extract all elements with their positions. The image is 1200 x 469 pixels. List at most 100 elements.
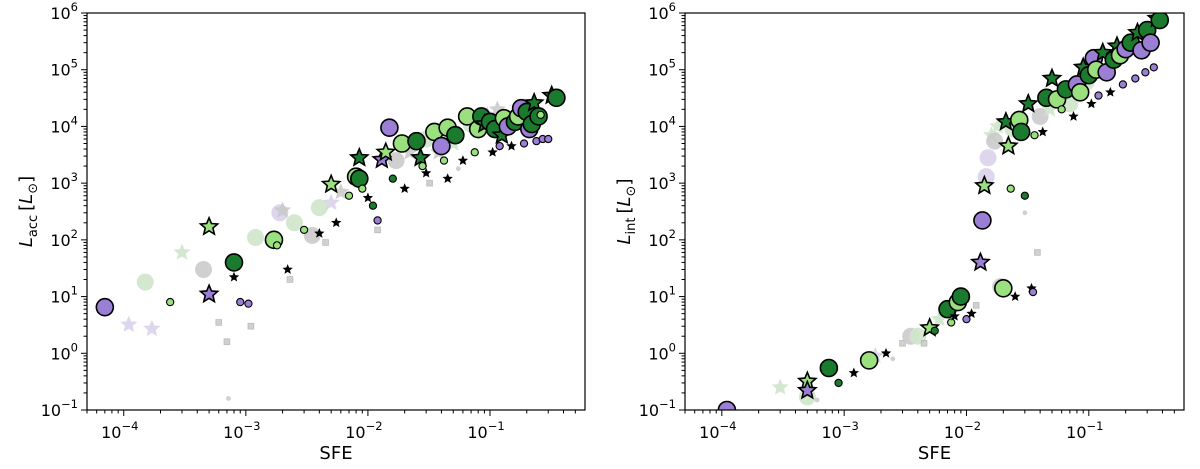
circle-marker	[358, 184, 367, 193]
circle-marker	[962, 314, 971, 324]
star-marker	[173, 243, 191, 260]
x-tick-label: 10−3	[821, 419, 858, 442]
x-tick-label: 10−2	[345, 419, 382, 442]
square-marker	[1034, 249, 1041, 256]
right-panel-lint: 10−4 10−3 10−2 10−1 10−1 100 101 102 103 104 105 10…	[614, 0, 1185, 464]
circle-marker	[439, 156, 449, 165]
y-tick-label: 10−1	[41, 397, 78, 420]
y-tick-label: 102	[648, 227, 676, 250]
circle-marker	[95, 297, 115, 317]
circle-marker	[236, 297, 245, 307]
circle-marker	[344, 191, 354, 200]
y-tick-label: 105	[648, 57, 676, 80]
circle-marker	[519, 139, 529, 148]
y-tick-label: 10−1	[639, 397, 676, 420]
plot-frame	[684, 12, 1185, 411]
circle-marker	[834, 378, 843, 388]
square-marker	[920, 340, 928, 347]
circle-marker	[455, 166, 461, 172]
circle-marker	[136, 273, 154, 291]
circle-marker	[373, 216, 382, 225]
circle-marker	[224, 253, 244, 272]
circle-marker	[1028, 287, 1038, 297]
circle-marker	[1057, 105, 1066, 114]
circle-marker	[194, 261, 212, 279]
circle-marker	[470, 148, 479, 157]
circle-marker	[388, 174, 397, 183]
star-marker	[420, 167, 432, 178]
circle-marker	[272, 241, 282, 250]
circle-marker	[380, 118, 399, 137]
star-marker	[1017, 92, 1039, 113]
circle-marker	[407, 131, 426, 151]
circle-marker	[547, 88, 566, 108]
star-marker	[274, 201, 292, 218]
x-tick-label: 10−1	[1066, 419, 1103, 442]
circle-marker	[951, 287, 971, 306]
square-marker	[374, 226, 381, 234]
star-marker	[198, 283, 220, 304]
circle-marker	[1118, 80, 1128, 89]
star-marker	[322, 193, 340, 211]
star-marker	[410, 146, 432, 167]
circle-marker	[717, 400, 737, 410]
star-marker	[457, 155, 469, 165]
circle-marker	[536, 110, 545, 120]
circle-marker	[226, 396, 231, 401]
star-marker	[331, 217, 342, 228]
y-axis-label: Lacc[L⊙]	[16, 176, 41, 247]
circle-marker	[819, 358, 839, 378]
circle-marker	[1141, 33, 1160, 52]
circle-marker	[544, 134, 553, 144]
star-marker	[1009, 291, 1021, 301]
square-marker	[223, 338, 231, 345]
circle-marker	[285, 214, 303, 232]
star-marker	[997, 135, 1019, 156]
y-tick-label: 102	[50, 227, 78, 250]
circle-marker	[299, 225, 309, 235]
star-marker	[1041, 100, 1059, 117]
star-marker	[362, 192, 374, 203]
star-marker	[399, 183, 410, 194]
y-tick-label: 100	[648, 340, 676, 363]
circle-marker	[432, 136, 451, 156]
star-marker	[198, 215, 220, 236]
y-tick-label: 105	[50, 57, 78, 80]
x-tick-label: 10−4	[101, 419, 138, 442]
square-marker	[426, 179, 433, 187]
circle-marker	[247, 229, 265, 247]
x-axis-label: SFE	[319, 443, 352, 464]
circle-marker	[1011, 122, 1031, 142]
circle-marker	[1070, 82, 1090, 102]
circle-marker	[166, 297, 175, 307]
circle-marker	[495, 141, 504, 151]
x-axis-label: SFE	[918, 443, 951, 464]
x-tick-label: 10−4	[699, 419, 736, 442]
star-marker	[848, 367, 860, 378]
y-tick-label: 103	[50, 170, 78, 193]
square-marker	[215, 319, 223, 326]
circle-marker	[310, 199, 328, 217]
circle-marker	[368, 201, 378, 210]
star-marker	[228, 271, 240, 282]
star-marker	[1086, 98, 1097, 109]
circle-marker	[930, 326, 939, 335]
circle-marker	[979, 149, 997, 167]
circle-marker	[350, 169, 369, 188]
star-marker	[348, 146, 370, 167]
square-marker	[247, 322, 255, 330]
y-tick-label: 101	[50, 284, 78, 307]
circle-marker	[1031, 107, 1049, 125]
circle-marker	[1094, 91, 1103, 100]
circle-marker	[1022, 210, 1028, 216]
star-marker	[771, 378, 789, 395]
star-marker	[314, 227, 325, 238]
x-tick-label: 10−2	[944, 419, 981, 442]
circle-marker	[1141, 68, 1150, 77]
star-marker	[375, 141, 397, 162]
star-marker	[973, 174, 995, 195]
circle-marker	[1150, 13, 1170, 30]
circle-marker	[814, 397, 820, 403]
square-marker	[286, 276, 294, 283]
circle-marker	[947, 318, 956, 327]
